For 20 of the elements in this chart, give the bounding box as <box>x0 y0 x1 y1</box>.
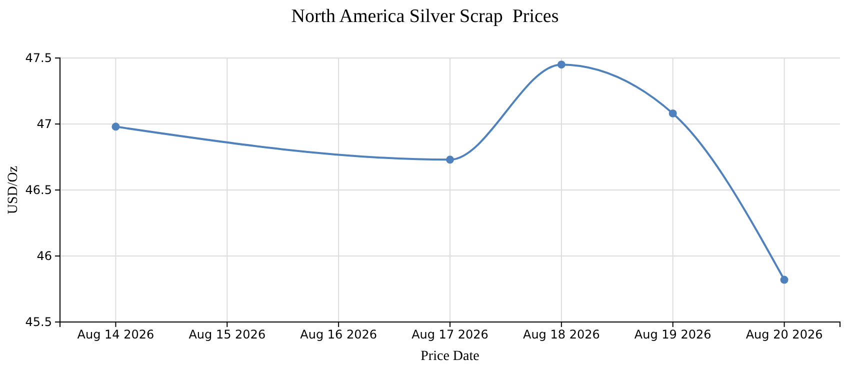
y-tick-label: 45.5 <box>25 314 52 329</box>
point <box>780 276 788 284</box>
y-tick-label: 46 <box>36 248 52 263</box>
x-tick-label: Aug 20 2026 <box>746 328 823 342</box>
point <box>446 156 454 164</box>
x-tick-label: Aug 15 2026 <box>188 328 266 342</box>
x-tick-label: Aug 18 2026 <box>522 328 600 342</box>
chart-title: North America Silver Scrap Prices <box>291 6 559 27</box>
y-tick-label: 47 <box>36 116 52 131</box>
y-tick-label: 46.5 <box>25 182 52 197</box>
y-tick-label: 47.5 <box>25 50 52 65</box>
y-axis-title: USD/Oz <box>6 166 21 214</box>
x-axis-title: Price Date <box>420 349 480 364</box>
x-tick-label: Aug 17 2026 <box>412 328 488 342</box>
point <box>668 109 677 118</box>
point <box>557 60 566 69</box>
x-tick-label: Aug 16 2026 <box>300 328 378 342</box>
x-tick-label: Aug 19 2026 <box>634 328 712 342</box>
point <box>112 122 120 131</box>
x-tick-label: Aug 14 2026 <box>77 328 154 342</box>
